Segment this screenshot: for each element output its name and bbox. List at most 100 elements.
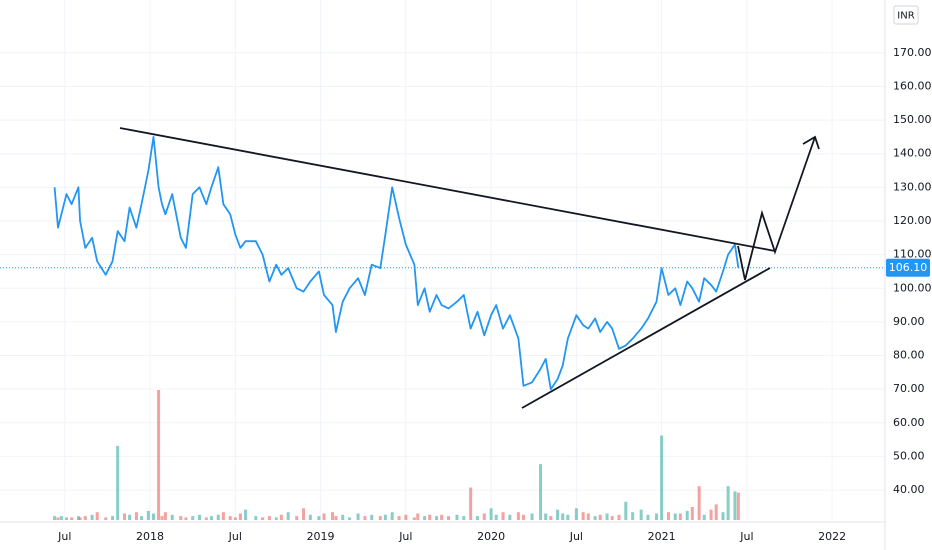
y-tick-label: 90.00 (893, 315, 925, 328)
volume-bar (631, 512, 635, 520)
volume-bar (128, 514, 132, 520)
volume-bar (53, 516, 57, 520)
x-tick-label: 2020 (477, 530, 505, 543)
volume-bar (146, 510, 150, 520)
support-line (521, 267, 771, 409)
volume-bar (286, 512, 290, 520)
volume-bar (508, 514, 512, 520)
x-tick-label: Jul (228, 530, 242, 543)
volume-bar (78, 517, 82, 520)
y-tick-label: 50.00 (893, 449, 925, 462)
volume-bar (469, 487, 473, 520)
volume-bar (390, 512, 394, 520)
volume-bar (111, 516, 115, 520)
volume-bar (678, 513, 682, 520)
volume-bar (157, 390, 161, 520)
y-tick-label: 80.00 (893, 349, 925, 362)
volume-bar (370, 514, 374, 520)
volume-bar (233, 517, 237, 520)
volume-bar (279, 514, 283, 520)
volume-bar (308, 514, 312, 520)
y-tick-label: 70.00 (893, 382, 925, 395)
x-tick-label: 2021 (648, 530, 676, 543)
volume-bar (151, 513, 155, 520)
volume-bar (341, 514, 345, 520)
volume-bar (709, 509, 713, 520)
volume-bar (412, 517, 416, 520)
volume-bar (122, 513, 126, 520)
volume-bar (261, 517, 265, 520)
volume-bar (726, 486, 730, 520)
price-line (53, 136, 740, 391)
volume-bar (462, 516, 466, 520)
volume-bar (721, 512, 725, 520)
volume-bar (702, 514, 706, 520)
volume-bar (428, 514, 432, 520)
volume-bar (666, 512, 670, 520)
volume-bar (134, 512, 138, 520)
volume-bar (733, 491, 737, 520)
arrow-head (802, 135, 820, 150)
volume-bar (516, 512, 520, 520)
volume-bar (116, 445, 120, 520)
volume-bar (544, 513, 548, 520)
volume-bar (204, 517, 208, 520)
volume-bar (216, 514, 220, 520)
volume-bar (254, 516, 258, 520)
volume-bar (198, 514, 202, 520)
volume-bar (593, 516, 597, 520)
volume-bar (610, 516, 614, 520)
volume-bar (209, 516, 213, 520)
volume-bar (322, 513, 326, 520)
volume-bar (586, 513, 590, 520)
volume-bar (549, 516, 553, 520)
volume-bar (404, 514, 408, 520)
y-tick-label: 170.00 (893, 46, 932, 59)
volume-bar (238, 513, 242, 520)
volume-bar (331, 512, 335, 520)
volume-bar (655, 513, 659, 520)
volume-bar (295, 516, 299, 520)
volume-bar (160, 516, 164, 520)
volume-bar (539, 464, 543, 520)
volume-bar (221, 512, 225, 520)
x-tick-label: Jul (57, 530, 71, 543)
x-tick-label: 2018 (136, 530, 164, 543)
x-tick-label: Jul (569, 530, 583, 543)
volume-bar (140, 516, 144, 520)
volume-bar (736, 492, 740, 520)
volume-bar (423, 516, 427, 520)
volume-bar (581, 512, 585, 520)
grid (0, 0, 885, 520)
volume-bar (639, 509, 643, 520)
projection-arrow (737, 136, 816, 281)
volume-bar (163, 512, 167, 520)
volume-bar (501, 512, 505, 520)
trend-lines (119, 127, 820, 409)
volume-bar (566, 514, 570, 520)
volume-bar (104, 517, 108, 520)
volume-bar (598, 514, 602, 520)
resistance-line (119, 127, 776, 252)
volume-bar (397, 516, 401, 520)
volume-bar (59, 516, 63, 520)
volume-bar (95, 512, 99, 520)
y-tick-label: 120.00 (893, 214, 932, 227)
last-price-label: 106.10 (889, 261, 928, 274)
volume-bar (697, 486, 701, 520)
volume-bar (56, 517, 60, 520)
volume-bar (70, 517, 74, 520)
volume-bar (274, 517, 278, 520)
volume-bar (690, 507, 694, 520)
volume-bar (334, 516, 338, 520)
volume-bar (191, 516, 195, 520)
y-tick-label: 60.00 (893, 416, 925, 429)
volume-bar (228, 516, 232, 520)
volume-bar (574, 508, 578, 520)
x-tick-label: 2019 (307, 530, 335, 543)
volume-bar (660, 435, 664, 520)
volume-bar (646, 514, 650, 520)
plot (0, 136, 885, 391)
